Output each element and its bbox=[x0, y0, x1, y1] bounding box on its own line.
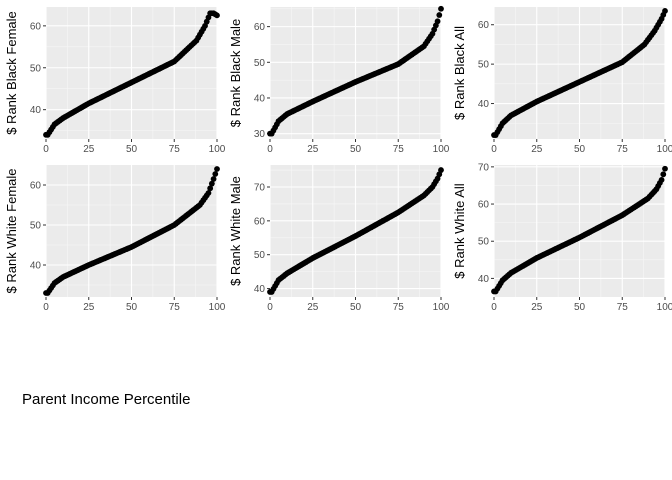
chart-panel: 0 25 50 75 100 40 50 60 70 $ Rank White Male bbox=[228, 165, 450, 313]
y-tick-label: 60 bbox=[254, 216, 266, 227]
x-tick-label: 0 bbox=[267, 302, 273, 313]
x-tick-label: 75 bbox=[617, 302, 629, 313]
x-axis-caption: Parent Income Percentile bbox=[22, 391, 191, 408]
x-tick-label: 50 bbox=[350, 144, 362, 155]
x-tick-label: 100 bbox=[433, 144, 450, 155]
x-tick-label: 75 bbox=[169, 144, 181, 155]
y-tick-label: 70 bbox=[254, 183, 266, 194]
x-tick-label: 50 bbox=[350, 302, 362, 313]
y-tick-label: 40 bbox=[254, 93, 266, 104]
y-tick-label: 50 bbox=[30, 221, 42, 232]
data-point bbox=[434, 18, 441, 25]
y-tick-label: 40 bbox=[30, 261, 42, 272]
data-point bbox=[662, 165, 668, 172]
data-point bbox=[212, 171, 219, 177]
x-tick-label: 0 bbox=[491, 144, 497, 155]
x-tick-label: 25 bbox=[531, 302, 543, 313]
y-tick-label: 30 bbox=[254, 129, 266, 140]
x-tick-label: 75 bbox=[393, 302, 405, 313]
data-point bbox=[658, 176, 665, 183]
chart-panel: 0 25 50 75 100 40 50 60 $ Rank White Female bbox=[4, 165, 226, 313]
y-tick-label: 60 bbox=[254, 22, 266, 33]
x-tick-label: 0 bbox=[267, 144, 273, 155]
x-tick-label: 25 bbox=[307, 144, 319, 155]
x-tick-label: 75 bbox=[169, 302, 181, 313]
x-tick-label: 100 bbox=[209, 144, 226, 155]
x-tick-label: 50 bbox=[126, 144, 138, 155]
x-tick-label: 25 bbox=[83, 302, 95, 313]
chart-panel: 0 25 50 75 100 40 50 60 70 $ Rank White All bbox=[452, 162, 672, 313]
y-tick-label: 50 bbox=[254, 250, 266, 261]
data-point bbox=[660, 171, 667, 178]
chart-panel: 0 25 50 75 100 40 50 60 $ Rank Black Female bbox=[4, 7, 226, 155]
x-tick-label: 25 bbox=[83, 144, 95, 155]
data-point bbox=[205, 190, 212, 196]
y-axis-label: $ Rank White All bbox=[452, 183, 467, 278]
x-tick-label: 50 bbox=[574, 302, 586, 313]
x-tick-label: 75 bbox=[393, 144, 405, 155]
y-tick-label: 40 bbox=[30, 105, 42, 116]
y-tick-label: 50 bbox=[478, 237, 490, 248]
x-tick-label: 50 bbox=[126, 302, 138, 313]
y-tick-label: 60 bbox=[478, 20, 490, 31]
x-tick-label: 100 bbox=[433, 302, 450, 313]
x-tick-label: 100 bbox=[209, 302, 226, 313]
y-tick-label: 60 bbox=[30, 21, 42, 32]
y-tick-label: 40 bbox=[478, 274, 490, 285]
y-tick-label: 40 bbox=[254, 284, 266, 295]
chart-panel: 0 25 50 75 100 30 40 50 60 $ Rank Black Male bbox=[228, 5, 450, 155]
x-tick-label: 100 bbox=[657, 144, 672, 155]
x-tick-label: 0 bbox=[43, 144, 49, 155]
data-point bbox=[438, 167, 444, 173]
y-axis-label: $ Rank Black Male bbox=[228, 19, 243, 127]
y-axis-label: $ Rank Black All bbox=[452, 26, 467, 120]
data-point bbox=[438, 5, 444, 12]
x-tick-label: 25 bbox=[307, 302, 319, 313]
y-tick-label: 40 bbox=[478, 99, 490, 110]
y-tick-label: 70 bbox=[478, 162, 490, 173]
y-tick-label: 60 bbox=[478, 200, 490, 211]
y-tick-label: 50 bbox=[478, 60, 490, 71]
data-point bbox=[214, 166, 220, 172]
x-tick-label: 0 bbox=[43, 302, 49, 313]
x-tick-label: 0 bbox=[491, 302, 497, 313]
y-axis-label: $ Rank Black Female bbox=[4, 11, 19, 135]
x-tick-label: 25 bbox=[531, 144, 543, 155]
x-tick-label: 100 bbox=[657, 302, 672, 313]
data-point bbox=[210, 176, 217, 182]
x-tick-label: 75 bbox=[617, 144, 629, 155]
data-point bbox=[214, 12, 220, 19]
data-point bbox=[436, 12, 443, 18]
y-axis-label: $ Rank White Male bbox=[228, 176, 243, 286]
chart-panel: 0 25 50 75 100 40 50 60 $ Rank Black All bbox=[452, 7, 672, 155]
y-tick-label: 50 bbox=[30, 63, 42, 74]
x-tick-label: 50 bbox=[574, 144, 586, 155]
data-point bbox=[208, 180, 215, 187]
y-tick-label: 50 bbox=[254, 58, 266, 69]
y-tick-label: 60 bbox=[30, 181, 42, 192]
data-point bbox=[207, 185, 214, 192]
y-axis-label: $ Rank White Female bbox=[4, 169, 19, 294]
data-point bbox=[662, 8, 668, 14]
